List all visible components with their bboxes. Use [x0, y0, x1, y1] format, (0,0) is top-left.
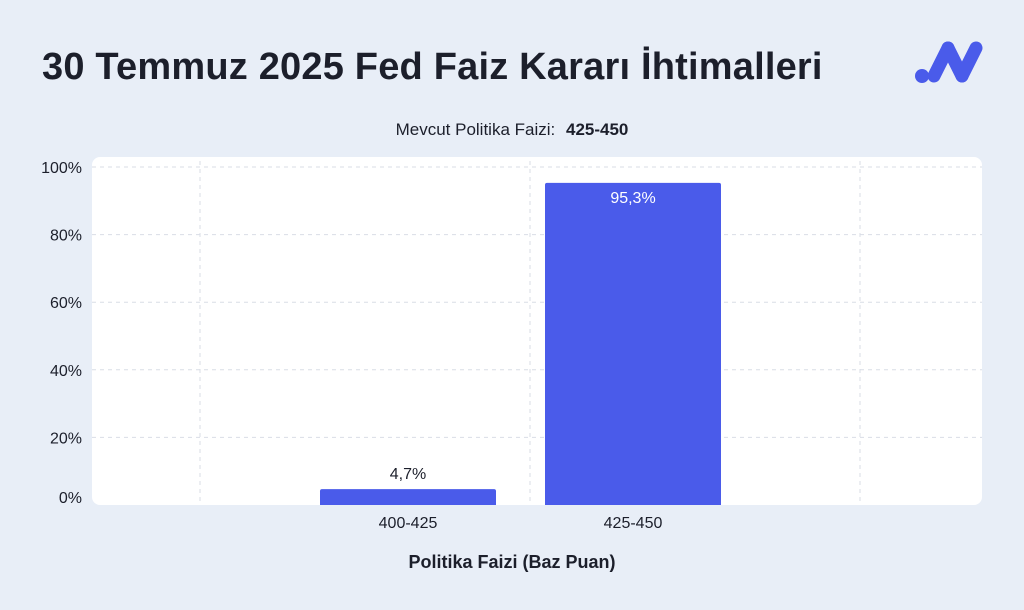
bar	[545, 182, 721, 506]
bar	[320, 489, 496, 505]
y-tick-label: 40%	[50, 363, 82, 380]
x-axis-label: Politika Faizi (Baz Puan)	[408, 552, 616, 572]
bar-value-label: 4,7%	[390, 466, 426, 483]
subtitle-value: 425-450	[566, 120, 629, 139]
y-tick-label: 0%	[59, 490, 82, 507]
chart-title: 30 Temmuz 2025 Fed Faiz Kararı İhtimalle…	[42, 46, 823, 88]
subtitle-label: Mevcut Politika Faizi:	[395, 120, 556, 139]
y-tick-label: 100%	[41, 160, 82, 177]
x-tick-label: 400-425	[379, 515, 438, 532]
x-tick-label: 425-450	[604, 515, 663, 532]
y-tick-label: 60%	[50, 295, 82, 312]
bar-value-label: 95,3%	[610, 190, 655, 207]
y-tick-label: 80%	[50, 228, 82, 245]
brand-logo-icon	[915, 41, 983, 83]
plot-area	[92, 157, 982, 505]
y-tick-label: 20%	[50, 430, 82, 447]
chart-subtitle: Mevcut Politika Faizi: 425-450	[0, 120, 1024, 140]
